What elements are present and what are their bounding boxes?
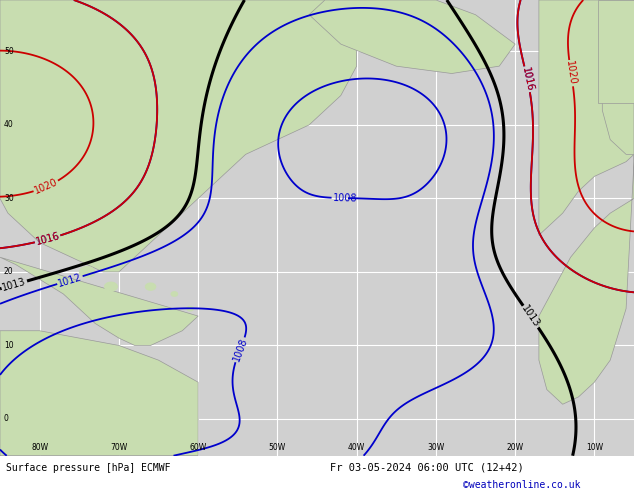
Polygon shape (0, 337, 13, 354)
Polygon shape (146, 283, 155, 290)
Text: 50: 50 (4, 47, 14, 56)
Text: 1008: 1008 (332, 193, 357, 203)
Polygon shape (602, 96, 634, 154)
Polygon shape (0, 0, 356, 272)
Text: 10: 10 (4, 341, 13, 350)
Text: 1012: 1012 (56, 271, 83, 289)
Polygon shape (309, 0, 515, 74)
Polygon shape (187, 307, 193, 311)
Text: 80W: 80W (31, 443, 48, 452)
Text: 40: 40 (4, 121, 14, 129)
Text: 40W: 40W (348, 443, 365, 452)
Text: 1013: 1013 (1, 276, 27, 293)
Text: ©weatheronline.co.uk: ©weatheronline.co.uk (463, 480, 580, 490)
Text: Fr 03-05-2024 06:00 UTC (12+42): Fr 03-05-2024 06:00 UTC (12+42) (330, 463, 524, 473)
Polygon shape (30, 361, 49, 374)
Text: 1016: 1016 (34, 231, 61, 247)
Polygon shape (105, 282, 117, 291)
Text: 1008: 1008 (231, 337, 249, 363)
Text: 0: 0 (4, 415, 9, 423)
Text: 70W: 70W (110, 443, 127, 452)
Text: 60W: 60W (190, 443, 207, 452)
Text: 30: 30 (4, 194, 14, 203)
Text: 1020: 1020 (564, 60, 578, 86)
Text: 20: 20 (4, 268, 13, 276)
Polygon shape (171, 292, 178, 296)
Text: Surface pressure [hPa] ECMWF: Surface pressure [hPa] ECMWF (6, 463, 171, 473)
Text: 10W: 10W (586, 443, 603, 452)
Polygon shape (0, 331, 198, 456)
Text: 30W: 30W (427, 443, 444, 452)
Text: 1016: 1016 (520, 66, 534, 92)
Polygon shape (3, 351, 29, 369)
Polygon shape (539, 0, 634, 235)
Polygon shape (539, 0, 634, 404)
Text: 50W: 50W (269, 443, 286, 452)
Polygon shape (54, 229, 73, 242)
Polygon shape (0, 257, 198, 345)
Text: 1020: 1020 (33, 177, 60, 196)
Text: 1013: 1013 (520, 304, 542, 330)
Text: 1016: 1016 (34, 231, 61, 247)
Polygon shape (598, 0, 634, 103)
Text: 20W: 20W (507, 443, 524, 452)
Polygon shape (80, 267, 94, 277)
Text: 1016: 1016 (520, 66, 534, 92)
